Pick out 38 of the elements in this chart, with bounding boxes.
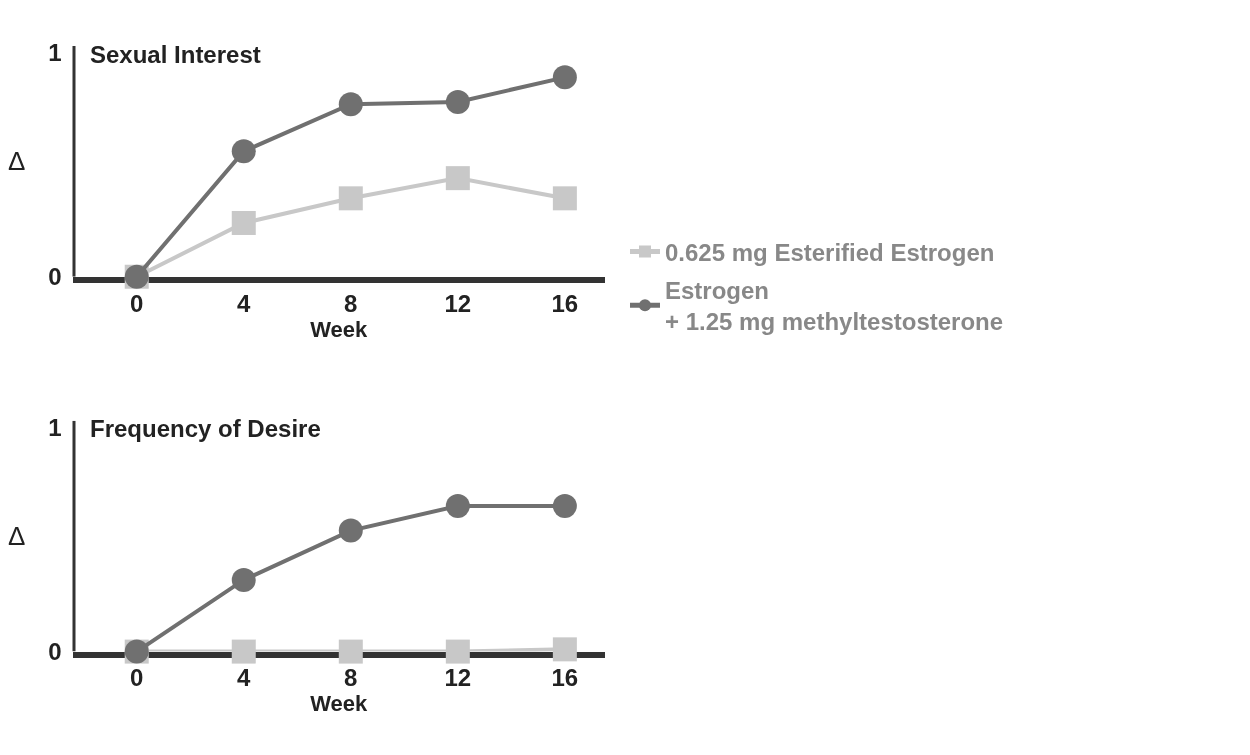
- x-tick-label: 0: [130, 289, 144, 317]
- point: [552, 637, 577, 662]
- y-tick-label: 1: [48, 39, 62, 67]
- point: [231, 210, 256, 235]
- x-tick-label: 8: [344, 289, 358, 317]
- y-tick-label: 1: [48, 413, 62, 441]
- point: [552, 65, 577, 90]
- chart-title: Sexual Interest: [90, 41, 261, 68]
- x-axis-title: Week: [310, 316, 369, 342]
- x-tick-label: 4: [237, 664, 252, 692]
- point: [445, 493, 470, 518]
- point: [338, 186, 363, 211]
- point: [552, 186, 577, 211]
- x-tick-label: 0: [130, 664, 144, 692]
- point: [445, 166, 470, 191]
- y-axis-title: Δ: [8, 146, 26, 176]
- point: [231, 639, 256, 664]
- y-axis-title: Δ: [8, 521, 26, 551]
- point: [445, 639, 470, 664]
- point: [338, 639, 363, 664]
- point: [231, 139, 256, 164]
- x-tick-label: 12: [444, 289, 472, 317]
- x-tick-label: 16: [551, 664, 579, 692]
- y-tick-label: 0: [48, 263, 62, 291]
- x-tick-label: 12: [444, 664, 472, 692]
- x-tick-label: 16: [551, 289, 579, 317]
- chart-title: Frequency of Desire: [90, 415, 321, 442]
- x-tick-label: 8: [344, 664, 358, 692]
- point: [231, 567, 256, 592]
- point: [338, 92, 363, 117]
- point: [552, 493, 577, 518]
- legend-label: 0.625 mg Esterified Estrogen: [665, 238, 995, 266]
- point: [445, 89, 470, 114]
- x-axis-title: Week: [310, 691, 369, 717]
- legend-label: Estrogen + 1.25 mg methyltestosterone: [665, 276, 1004, 336]
- y-tick-label: 0: [48, 637, 62, 665]
- x-tick-label: 4: [237, 289, 252, 317]
- point: [338, 518, 363, 543]
